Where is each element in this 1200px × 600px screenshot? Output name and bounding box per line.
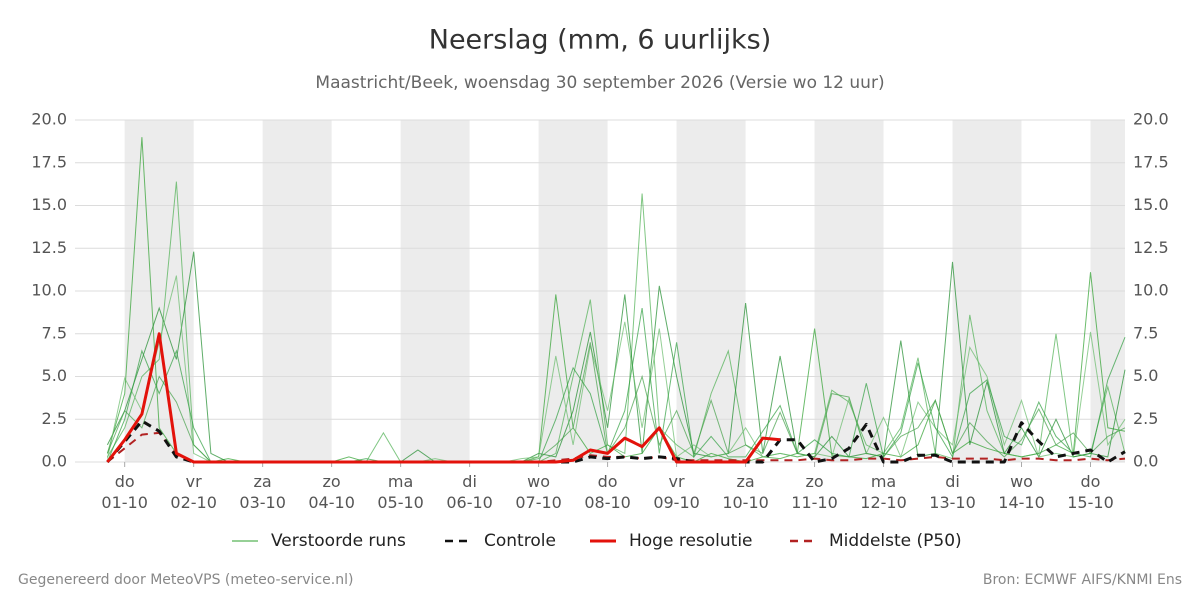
x-tick-label: ma 05-10: [377, 472, 424, 512]
x-tick-label: zo 11-10: [791, 472, 838, 512]
y-tick-label: 20.0: [31, 110, 67, 129]
x-tick-label: wo 07-10: [515, 472, 562, 512]
x-tick-label: zo 04-10: [308, 472, 355, 512]
x-tick-label: wo 14-10: [998, 472, 1045, 512]
legend-label: Verstoorde runs: [271, 531, 406, 551]
y2-tick-label: 7.5: [1133, 323, 1158, 342]
y2-tick-label: 10.0: [1133, 281, 1169, 300]
y-tick-label: 15.0: [31, 195, 67, 214]
legend-label: Controle: [484, 531, 556, 551]
y-tick-label: 17.5: [31, 152, 67, 171]
y2-tick-label: 2.5: [1133, 409, 1158, 428]
y-tick-label: 7.5: [42, 323, 67, 342]
y2-tick-label: 5.0: [1133, 366, 1158, 385]
x-tick-label: do 01-10: [101, 472, 148, 512]
x-tick-label: di 13-10: [929, 472, 976, 512]
y-tick-label: 12.5: [31, 238, 67, 257]
y2-tick-label: 15.0: [1133, 195, 1169, 214]
x-tick-label: di 06-10: [446, 472, 493, 512]
legend-label: Hoge resolutie: [629, 531, 753, 551]
legend-label: Middelste (P50): [829, 531, 962, 551]
x-tick-label: za 03-10: [239, 472, 286, 512]
series-line: [106, 332, 781, 464]
y2-tick-label: 0.0: [1133, 452, 1158, 471]
y-tick-label: 5.0: [42, 366, 67, 385]
footer-right: Bron: ECMWF AIFS/KNMI Ens: [983, 572, 1182, 588]
y2-tick-label: 12.5: [1133, 238, 1169, 257]
y2-tick-label: 17.5: [1133, 152, 1169, 171]
y-tick-label: 10.0: [31, 281, 67, 300]
footer-left: Gegenereerd door MeteoVPS (meteo-service…: [18, 572, 353, 588]
series-line: [106, 431, 1126, 463]
y-tick-label: 0.0: [42, 452, 67, 471]
x-tick-label: za 10-10: [722, 472, 769, 512]
y2-tick-label: 20.0: [1133, 110, 1169, 129]
x-tick-label: ma 12-10: [860, 472, 907, 512]
x-tick-label: do 08-10: [584, 472, 631, 512]
y-tick-label: 2.5: [42, 409, 67, 428]
chart-subtitle: Maastricht/Beek, woensdag 30 september 2…: [315, 73, 884, 93]
x-tick-label: vr 02-10: [170, 472, 217, 512]
x-tick-label: vr 09-10: [653, 472, 700, 512]
x-tick-label: do 15-10: [1067, 472, 1114, 512]
chart-title: Neerslag (mm, 6 uurlijks): [429, 25, 771, 56]
